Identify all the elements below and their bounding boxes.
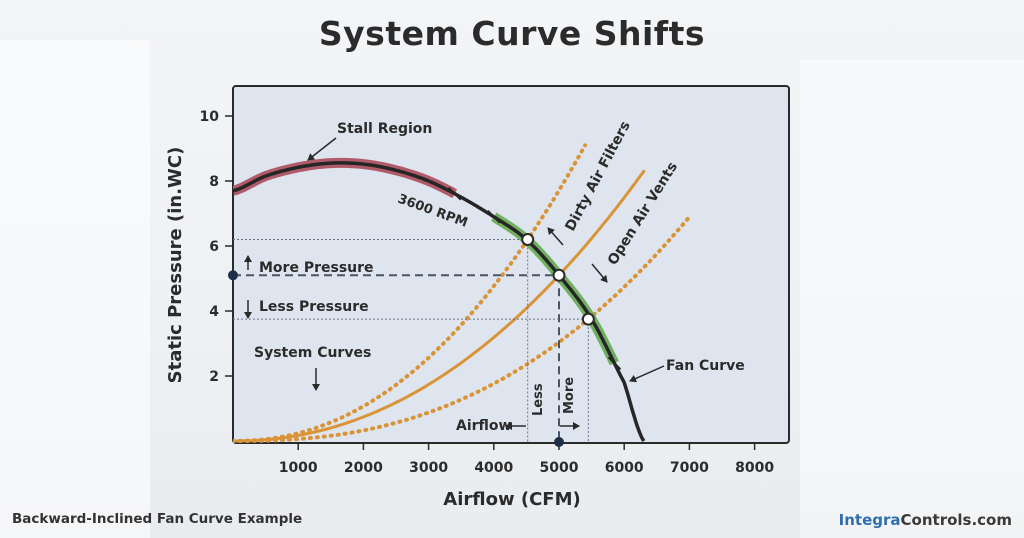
dirty-filters-arrow [547,227,564,246]
brand-part-1: Integra [838,511,901,529]
x-tick-label: 3000 [409,460,448,476]
fan-curve [233,161,646,442]
y-axis-label: Static Pressure (in.WC) [165,147,186,384]
y-tick-label: 8 [209,174,219,190]
operating-point [552,268,566,282]
x-axis-label: Airflow (CFM) [443,489,580,510]
y-tick-label: 6 [209,239,219,255]
x-tick-label: 7000 [670,460,709,476]
y-tick-label: 2 [209,369,219,385]
system-curve-solid [233,169,646,443]
operating-point [581,312,595,326]
x-tick-label: 4000 [474,460,513,476]
footer-caption: Backward-Inclined Fan Curve Example [12,511,303,527]
x-tick-label: 8000 [735,460,774,476]
operating-point [521,233,535,246]
background-building-left [0,40,150,538]
more-airflow-label: More [562,377,577,414]
brand-logo[interactable]: IntegraControls.com [839,511,1012,529]
more-pressure-label: More Pressure [259,260,374,276]
y-tick-label: 10 [200,109,220,125]
less-pressure-label: Less Pressure [259,299,369,315]
stall-region-label: Stall Region [337,121,432,137]
airflow-label: Airflow [456,418,512,434]
fan-curve-arrow [629,365,665,383]
page-title: System Curve Shifts [318,14,706,53]
stall-region-arrow [307,137,337,161]
background-building-right [800,60,1024,538]
brand-part-2: Controls.com [900,511,1012,529]
pressure-reference-dot [228,270,238,281]
open-vents-arrow [591,263,608,283]
x-tick-label: 1000 [279,460,318,476]
less-airflow-label: Less [531,383,546,416]
x-tick-label: 5000 [540,460,579,476]
airflow-reference-dot [554,437,564,447]
x-tick-label: 2000 [344,460,383,476]
system-curve-dotted [233,214,692,443]
x-tick-label: 6000 [605,460,644,476]
fan-curve-label: Fan Curve [666,358,745,374]
y-tick-label: 4 [209,304,219,320]
system-curves-label: System Curves [254,345,371,361]
